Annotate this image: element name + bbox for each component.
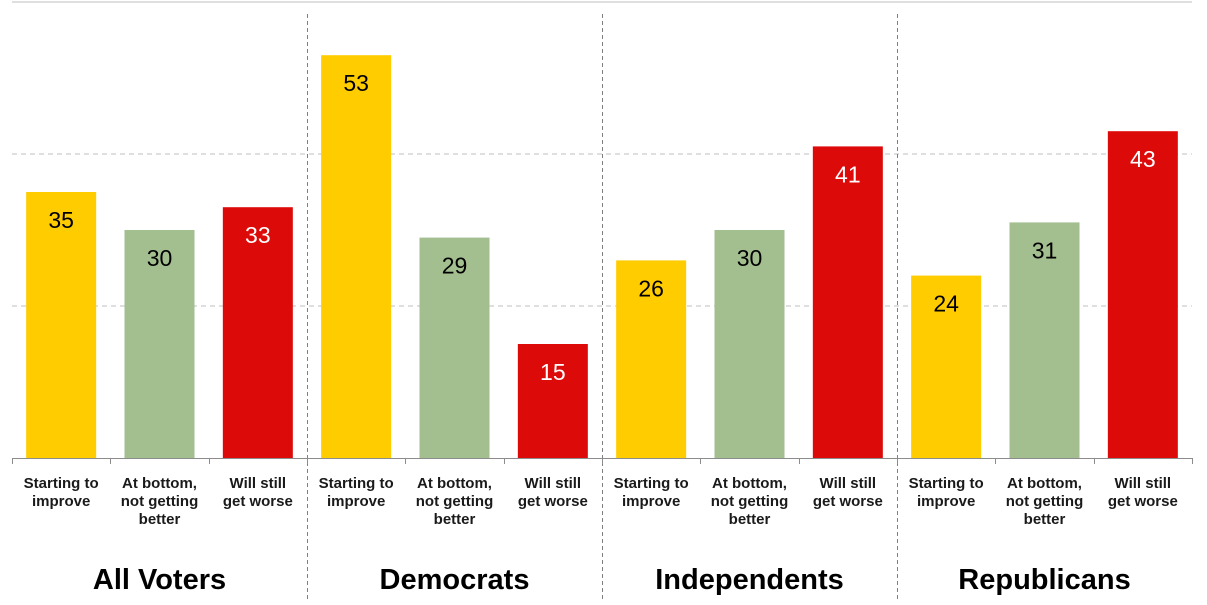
data-label: 33: [245, 222, 271, 248]
bar: [517, 344, 588, 458]
bar: [321, 55, 392, 458]
data-label: 41: [835, 161, 861, 187]
group-label: Republicans: [958, 564, 1130, 596]
data-label: 30: [147, 245, 173, 271]
bars: [26, 55, 1178, 458]
labels: 35 30 33 53 29 15 26 30 41 24 31 43 Starting to impro…: [24, 70, 1178, 596]
bar: [1009, 222, 1080, 458]
category-tick-label: At bottom, not getting better: [121, 475, 198, 528]
x-axis: [12, 458, 1193, 464]
data-label: 15: [540, 359, 566, 385]
group-label: All Voters: [93, 564, 226, 596]
category-tick-label: Starting to improve: [909, 475, 984, 510]
category-tick-label: At bottom, not getting better: [1006, 475, 1083, 528]
bar: [26, 192, 97, 458]
data-label: 43: [1130, 146, 1156, 172]
category-tick-label: Will still get worse: [813, 475, 883, 510]
category-tick-label: Starting to improve: [24, 475, 99, 510]
data-label: 35: [48, 207, 74, 233]
bar: [911, 275, 982, 458]
bar: [1107, 131, 1178, 458]
bar: [222, 207, 293, 458]
data-label: 53: [343, 70, 369, 96]
group-separators: [307, 14, 898, 600]
bar: [812, 146, 883, 458]
category-tick-label: Will still get worse: [518, 475, 588, 510]
category-tick-label: Starting to improve: [614, 475, 689, 510]
data-label: 29: [442, 253, 468, 279]
bar: [616, 260, 687, 458]
category-tick-label: At bottom, not getting better: [711, 475, 788, 528]
group-label: Independents: [655, 564, 844, 596]
category-tick-label: Will still get worse: [223, 475, 293, 510]
bar: [714, 230, 785, 458]
category-tick-label: Starting to improve: [319, 475, 394, 510]
bar: [419, 237, 490, 458]
group-label: Democrats: [380, 564, 530, 596]
category-tick-label: At bottom, not getting better: [416, 475, 493, 528]
category-tick-label: Will still get worse: [1108, 475, 1178, 510]
data-label: 30: [737, 245, 763, 271]
data-label: 31: [1032, 237, 1058, 263]
data-label: 24: [933, 291, 959, 317]
bar: [124, 230, 195, 458]
data-label: 26: [638, 275, 664, 301]
